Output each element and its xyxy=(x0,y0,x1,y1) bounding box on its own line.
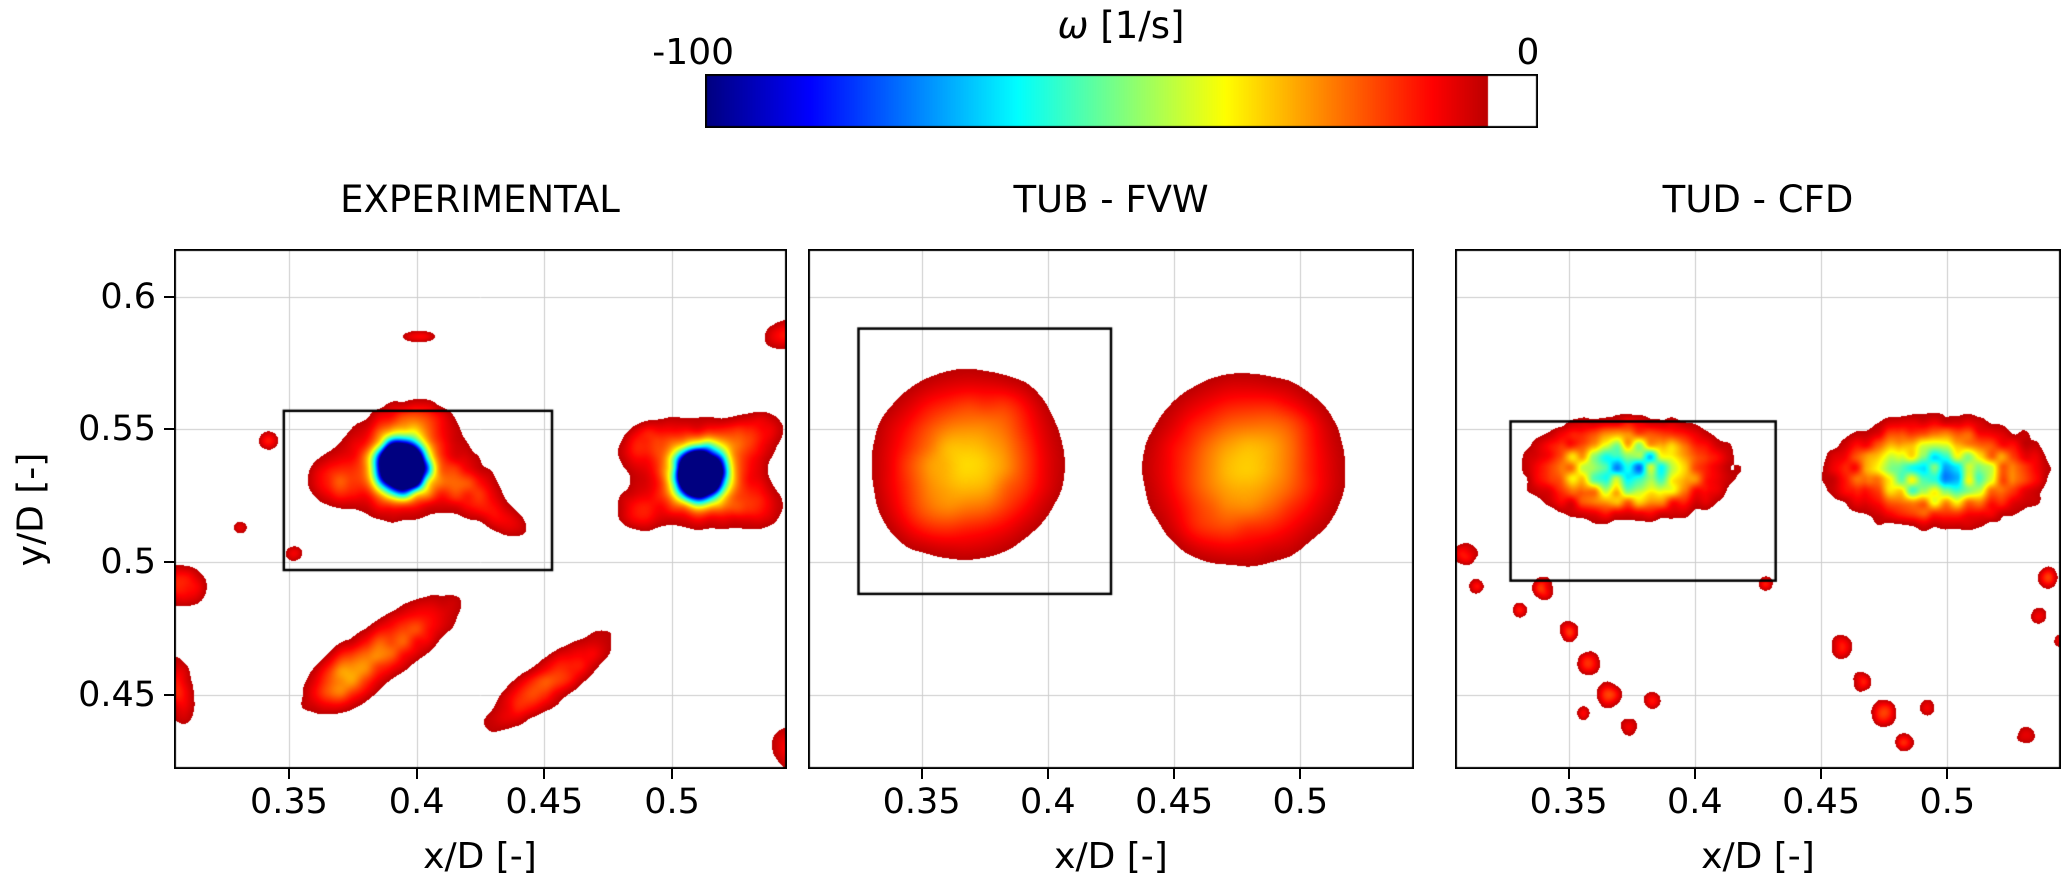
x-tick-mark xyxy=(543,769,546,779)
x-tick-label: 0.35 xyxy=(882,782,961,822)
tub-fvw-vorticity-plot xyxy=(808,249,1414,769)
colorbar-title: ω [1/s] xyxy=(1058,4,1185,47)
y-tick-label: 0.55 xyxy=(78,409,156,450)
x-tick-label: 0.45 xyxy=(505,782,584,822)
x-tick-label: 0.45 xyxy=(1135,782,1214,822)
x-tick-mark xyxy=(1046,769,1049,779)
x-tick-mark xyxy=(671,769,674,779)
x-tick-mark xyxy=(1820,769,1823,779)
y-tick-mark xyxy=(164,428,174,431)
colorbar-gradient xyxy=(705,74,1538,128)
y-tick-mark xyxy=(164,295,174,298)
x-axis-label-3: x/D [-] xyxy=(1701,836,1815,877)
colorbar-min-label: -100 xyxy=(652,32,734,73)
experimental-vorticity-plot xyxy=(174,249,787,769)
x-axis-label-1: x/D [-] xyxy=(423,836,537,877)
x-tick-label: 0.45 xyxy=(1782,782,1861,822)
x-tick-label: 0.4 xyxy=(1020,782,1076,822)
x-tick-label: 0.35 xyxy=(1529,782,1608,822)
x-tick-mark xyxy=(1693,769,1696,779)
y-tick-mark xyxy=(164,693,174,696)
x-tick-label: 0.5 xyxy=(1919,782,1976,822)
omega-symbol: ω xyxy=(1057,4,1089,47)
y-tick-label: 0.45 xyxy=(78,674,156,715)
panel-title-tub-fvw: TUB - FVW xyxy=(1013,178,1209,221)
x-tick-mark xyxy=(1299,769,1302,779)
x-tick-label: 0.35 xyxy=(249,782,328,822)
panel-title-tud-cfd: TUD - CFD xyxy=(1662,178,1854,221)
colorbar-units: [1/s] xyxy=(1088,4,1185,47)
x-tick-mark xyxy=(1567,769,1570,779)
x-axis-label-2: x/D [-] xyxy=(1054,836,1168,877)
y-tick-label: 0.6 xyxy=(100,276,156,317)
tud-cfd-vorticity-plot xyxy=(1455,249,2061,769)
x-tick-label: 0.4 xyxy=(388,782,445,822)
x-tick-mark xyxy=(920,769,923,779)
x-tick-mark xyxy=(415,769,418,779)
y-tick-label: 0.5 xyxy=(100,542,156,583)
x-tick-mark xyxy=(1173,769,1176,779)
colorbar-max-label: 0 xyxy=(1516,32,1540,73)
panel-title-experimental: EXPERIMENTAL xyxy=(340,178,620,221)
y-tick-mark xyxy=(164,561,174,564)
x-tick-mark xyxy=(1946,769,1949,779)
x-tick-label: 0.5 xyxy=(644,782,700,822)
x-tick-mark xyxy=(287,769,290,779)
x-tick-label: 0.5 xyxy=(1272,782,1329,822)
x-tick-label: 0.4 xyxy=(1667,782,1723,822)
